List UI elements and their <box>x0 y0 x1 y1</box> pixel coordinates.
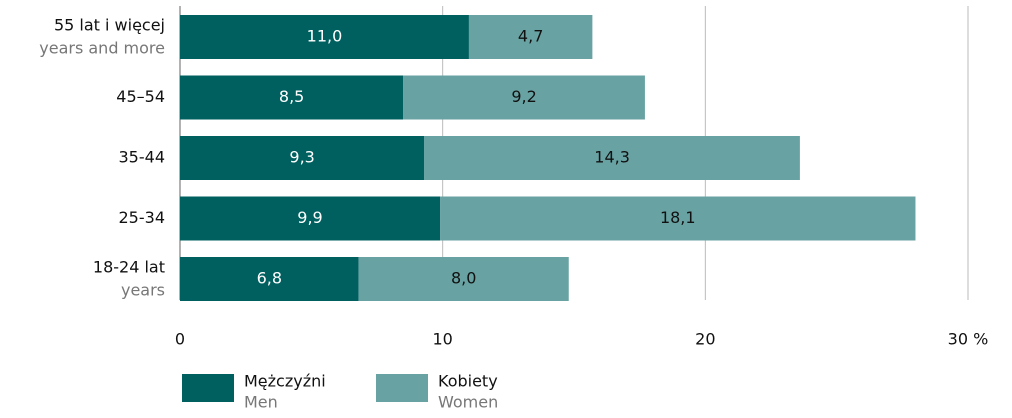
bar <box>180 257 359 301</box>
bar <box>440 196 916 241</box>
bar <box>403 75 645 120</box>
value-label: 14,3 <box>594 148 630 167</box>
y-tick-label: 18-24 lat <box>93 258 165 277</box>
bar <box>424 136 800 180</box>
x-tick-label: 20 <box>695 330 715 349</box>
bar <box>358 257 569 301</box>
x-tick-label: 10 <box>432 330 452 349</box>
value-label: 18,1 <box>660 208 696 227</box>
value-label: 11,0 <box>307 27 343 46</box>
value-label: 9,2 <box>511 87 536 106</box>
bar <box>180 196 441 241</box>
value-label: 8,0 <box>451 269 476 288</box>
bar <box>180 75 404 120</box>
y-tick-sublabel: years <box>121 281 165 300</box>
x-tick-label: 0 <box>175 330 185 349</box>
legend-sublabel: Men <box>244 393 278 412</box>
legend-label: Kobiety <box>438 372 498 391</box>
x-tick-label: 30 % <box>948 330 989 349</box>
value-label: 9,3 <box>289 148 314 167</box>
legend-swatch <box>182 374 234 402</box>
y-tick-label: 55 lat i więcej <box>54 16 165 35</box>
value-label: 4,7 <box>518 27 543 46</box>
legend-label: Mężczyźni <box>244 372 326 391</box>
y-tick-label: 25-34 <box>119 208 166 227</box>
legend-swatch <box>376 374 428 402</box>
bar <box>468 15 593 59</box>
y-tick-sublabel: years and more <box>39 39 165 58</box>
legend-sublabel: Women <box>438 393 498 412</box>
value-label: 8,5 <box>279 87 304 106</box>
bar <box>180 15 469 59</box>
y-tick-label: 45–54 <box>116 87 165 106</box>
y-tick-label: 35-44 <box>119 148 166 167</box>
bar <box>180 136 425 180</box>
value-label: 6,8 <box>257 269 282 288</box>
value-label: 9,9 <box>297 208 322 227</box>
